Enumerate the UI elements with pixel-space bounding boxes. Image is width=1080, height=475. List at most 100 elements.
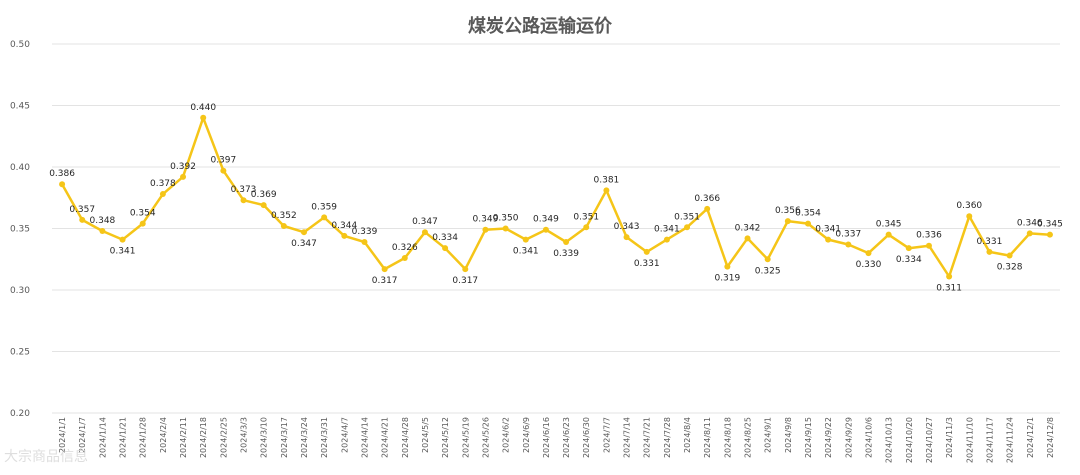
data-point [180, 173, 187, 180]
data-point [200, 114, 207, 121]
x-tick-label: 2024/5/26 [481, 417, 490, 458]
data-point [442, 245, 449, 252]
series-points [59, 114, 1053, 280]
data-point [845, 241, 852, 248]
x-tick-label: 2024/11/3 [945, 417, 954, 458]
data-point [583, 224, 590, 231]
x-tick-label: 2024/7/28 [663, 417, 672, 458]
data-label: 0.341 [815, 225, 841, 235]
data-label: 0.339 [553, 249, 579, 259]
data-label: 0.373 [231, 185, 257, 195]
data-label: 0.347 [412, 217, 438, 227]
x-tick-label: 2024/11/17 [985, 417, 994, 463]
data-point [825, 236, 832, 243]
x-tick-label: 2024/6/2 [502, 417, 511, 453]
x-tick-label: 2024/3/24 [300, 417, 309, 458]
x-tick-label: 2024/2/4 [159, 417, 168, 453]
data-point [684, 224, 691, 231]
data-point [542, 226, 549, 233]
chart-title: 煤炭公路运输运价 [468, 16, 612, 37]
data-label: 0.343 [614, 222, 640, 232]
x-tick-label: 2024/7/14 [623, 417, 632, 458]
data-label: 0.317 [372, 276, 398, 286]
data-point [966, 213, 973, 220]
x-tick-label: 2024/4/28 [401, 417, 410, 458]
data-label: 0.334 [896, 255, 922, 265]
data-label: 0.331 [977, 237, 1003, 247]
data-point [643, 248, 650, 255]
data-label: 0.341 [513, 247, 539, 257]
data-label: 0.311 [936, 283, 962, 293]
y-tick-label: 0.20 [10, 409, 30, 419]
x-tick-label: 2024/4/14 [360, 417, 369, 458]
data-label: 0.330 [856, 260, 882, 270]
x-tick-label: 2024/11/24 [1006, 417, 1015, 463]
x-tick-label: 2024/6/30 [582, 417, 591, 458]
y-tick-label: 0.45 [10, 102, 30, 112]
data-point [139, 220, 146, 227]
data-label: 0.356 [775, 206, 801, 216]
x-tick-label: 2024/12/1 [1026, 417, 1035, 458]
data-point [280, 223, 287, 230]
data-label: 0.345 [876, 220, 902, 230]
data-label: 0.325 [755, 266, 781, 276]
series-line-path [61, 116, 1050, 278]
data-point [401, 255, 408, 262]
data-label: 0.381 [594, 175, 620, 185]
x-tick-label: 2024/9/22 [824, 417, 833, 458]
data-label: 0.339 [352, 227, 378, 237]
x-tick-label: 2024/3/3 [240, 417, 249, 453]
data-point [1026, 230, 1033, 237]
x-tick-label: 2024/10/20 [905, 417, 914, 463]
x-tick-label: 2024/8/18 [723, 417, 732, 458]
series-line [61, 116, 1050, 278]
x-tick-label: 2024/3/17 [280, 417, 289, 458]
x-tick-label: 2024/7/7 [602, 417, 611, 453]
data-point [724, 263, 731, 270]
data-label: 0.440 [190, 103, 216, 113]
x-tick-label: 2024/12/8 [1046, 417, 1055, 458]
data-point [865, 250, 872, 257]
data-point [522, 236, 529, 243]
x-tick-label: 2024/8/25 [744, 417, 753, 458]
data-label: 0.366 [694, 194, 720, 204]
data-label: 0.334 [432, 233, 458, 243]
data-point [784, 218, 791, 225]
data-point [1006, 252, 1013, 259]
data-point [381, 266, 388, 273]
x-tick-label: 2024/4/7 [340, 417, 349, 453]
data-label: 0.359 [311, 202, 337, 212]
data-label: 0.341 [110, 247, 136, 257]
data-point [421, 229, 428, 236]
data-label: 0.369 [251, 190, 277, 200]
data-point [764, 256, 771, 263]
x-tick-label: 2024/5/5 [421, 417, 430, 453]
x-tick-label: 2024/10/27 [925, 417, 934, 463]
data-point [502, 225, 509, 232]
data-label: 0.342 [735, 223, 761, 233]
data-point [663, 236, 670, 243]
data-point [925, 242, 932, 249]
data-point [341, 232, 348, 239]
data-label: 0.344 [331, 221, 357, 231]
x-tick-label: 2024/1/28 [139, 417, 148, 458]
data-point [704, 205, 711, 212]
x-tick-label: 2024/6/16 [542, 417, 551, 458]
data-point [563, 239, 570, 246]
watermark-logo: 大宗商品信息 [4, 449, 88, 465]
data-label: 0.347 [291, 239, 317, 249]
x-tick-label: 2024/11/10 [965, 417, 974, 463]
data-point [462, 266, 469, 273]
x-tick-label: 2024/6/23 [562, 417, 571, 458]
data-point [885, 231, 892, 238]
data-label: 0.326 [392, 243, 418, 253]
data-point [603, 187, 610, 194]
x-axis-ticks: 2024/1/1 2024/1/7 2024/1/14 2024/1/21 2024/1… [58, 417, 1055, 463]
x-tick-label: 2024/8/11 [703, 417, 712, 458]
data-label: 0.349 [533, 215, 559, 225]
data-label: 0.337 [835, 229, 861, 239]
data-label: 0.328 [997, 263, 1023, 273]
x-tick-label: 2024/9/1 [764, 417, 773, 453]
